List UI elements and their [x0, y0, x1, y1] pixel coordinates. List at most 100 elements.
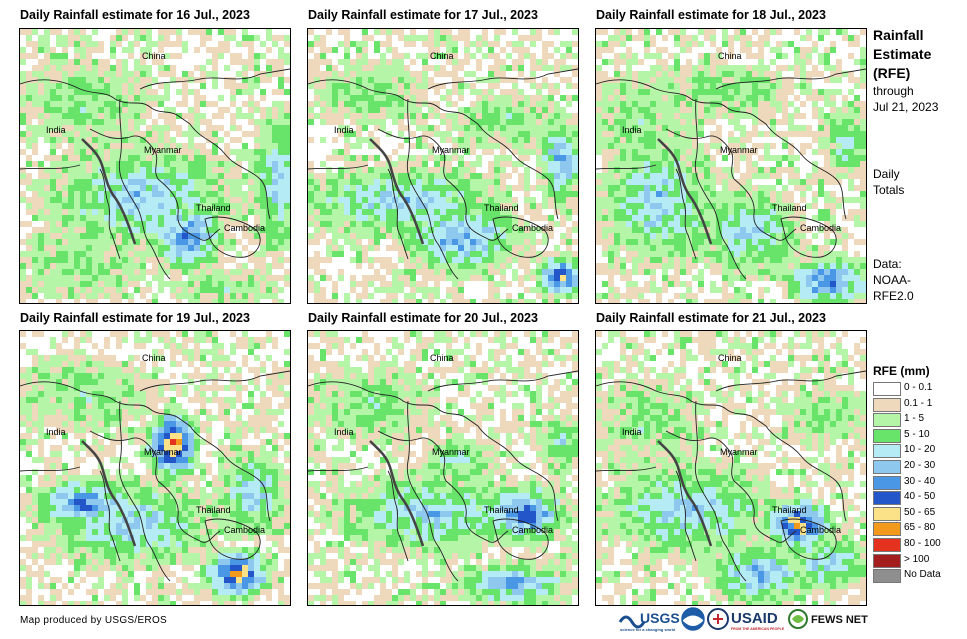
rfe-info: Rainfall Estimate (RFE) through Jul 21, …	[873, 26, 938, 115]
rainfall-map-21-jul: China India Myanmar Thailand Cambodia	[595, 330, 867, 606]
place-label-india: India	[622, 427, 642, 437]
place-label-china: China	[430, 51, 454, 61]
place-label-cambodia: Cambodia	[224, 525, 266, 535]
legend-swatch	[873, 444, 901, 459]
legend-swatch	[873, 569, 901, 584]
place-label-thailand: Thailand	[772, 203, 807, 213]
usaid-logo-text: USAID	[731, 610, 778, 627]
rainfall-map-19-jul: China India Myanmar Thailand Cambodia	[19, 330, 291, 606]
place-label-thailand: Thailand	[772, 505, 807, 515]
legend-label: 1 - 5	[904, 413, 925, 425]
fews-net-globe-icon: FEWS NET	[788, 609, 868, 629]
place-label-china: China	[142, 51, 166, 61]
legend-label: 20 - 30	[904, 459, 936, 471]
through-label: through	[873, 84, 914, 98]
place-label-cambodia: Cambodia	[512, 223, 554, 233]
rainfall-field	[20, 331, 290, 605]
rainfall-field	[20, 29, 290, 303]
daily-label: Daily	[873, 167, 900, 181]
panel-title-20-jul: Daily Rainfall estimate for 20 Jul., 202…	[308, 311, 538, 325]
legend-label: 5 - 10	[904, 428, 930, 440]
through-date: Jul 21, 2023	[873, 100, 939, 114]
rfe-title-line3: (RFE)	[873, 65, 911, 81]
usgs-logo-text: USGS	[640, 610, 680, 626]
legend-label: 10 - 20	[904, 444, 936, 456]
place-label-cambodia: Cambodia	[800, 525, 842, 535]
noaa-logo	[681, 606, 705, 632]
legend-swatch	[873, 413, 901, 428]
rfe-title-line1: Rainfall	[873, 27, 924, 43]
data-source-line1: NOAA-	[873, 273, 912, 287]
rfe-title-line2: Estimate	[873, 46, 932, 62]
rainfall-map-18-jul: China India Myanmar Thailand Cambodia	[595, 28, 867, 304]
data-source-info: Data: NOAA- RFE2.0	[873, 256, 914, 304]
legend-swatch	[873, 506, 901, 521]
place-label-china: China	[718, 51, 742, 61]
place-label-cambodia: Cambodia	[512, 525, 554, 535]
legend-title: RFE (mm)	[873, 364, 930, 378]
place-label-thailand: Thailand	[196, 505, 231, 515]
legend-label: 0.1 - 1	[904, 397, 933, 409]
legend-swatch	[873, 475, 901, 490]
rainfall-field	[308, 29, 578, 303]
rainfall-field	[308, 331, 578, 605]
legend-label: 0 - 0.1	[904, 382, 933, 393]
panel-title-16-jul: Daily Rainfall estimate for 16 Jul., 202…	[20, 8, 250, 22]
legend-swatch	[873, 522, 901, 537]
panel-title-17-jul: Daily Rainfall estimate for 17 Jul., 202…	[308, 8, 538, 22]
map-credit: Map produced by USGS/EROS	[20, 615, 168, 626]
legend-swatch	[873, 428, 901, 443]
legend-swatch	[873, 537, 901, 552]
rainfall-map-16-jul: China India Myanmar Thailand Cambodia	[19, 28, 291, 304]
place-label-myanmar: Myanmar	[432, 145, 470, 155]
fews-net-logo-text: FEWS NET	[811, 614, 868, 626]
logo-strip: USGS science for a changing world USAID …	[618, 606, 868, 632]
fews-net-logo: FEWS NET	[788, 606, 868, 632]
place-label-cambodia: Cambodia	[224, 223, 266, 233]
place-label-india: India	[334, 427, 354, 437]
place-label-myanmar: Myanmar	[144, 447, 182, 457]
rainfall-field	[596, 331, 866, 605]
place-label-myanmar: Myanmar	[144, 145, 182, 155]
place-label-myanmar: Myanmar	[432, 447, 470, 457]
place-label-china: China	[718, 353, 742, 363]
legend-label: 30 - 40	[904, 475, 936, 487]
legend-label: > 100	[904, 553, 930, 565]
place-label-cambodia: Cambodia	[800, 223, 842, 233]
rainfall-map-20-jul: China India Myanmar Thailand Cambodia	[307, 330, 579, 606]
panel-title-19-jul: Daily Rainfall estimate for 19 Jul., 202…	[20, 311, 250, 325]
legend-swatch	[873, 397, 901, 412]
usgs-wave-icon: USGS science for a changing world	[618, 610, 680, 632]
legend-swatch	[873, 382, 901, 396]
data-source-line2: RFE2.0	[873, 289, 914, 303]
legend-label: 65 - 80	[904, 522, 936, 534]
rainfall-map-17-jul: China India Myanmar Thailand Cambodia	[307, 28, 579, 304]
place-label-china: China	[430, 353, 454, 363]
data-label: Data:	[873, 257, 902, 271]
legend-swatch	[873, 553, 901, 568]
legend-swatch	[873, 491, 901, 506]
totals-label: Totals	[873, 183, 905, 197]
legend-label: 80 - 100	[904, 537, 941, 549]
place-label-thailand: Thailand	[484, 203, 519, 213]
totals-info: Daily Totals	[873, 166, 904, 198]
panel-title-18-jul: Daily Rainfall estimate for 18 Jul., 202…	[596, 8, 826, 22]
legend-label: No Data	[904, 569, 941, 581]
noaa-emblem-icon	[681, 607, 705, 631]
place-label-myanmar: Myanmar	[720, 447, 758, 457]
usaid-seal-icon: USAID FROM THE AMERICAN PEOPLE	[707, 608, 785, 631]
panel-title-21-jul: Daily Rainfall estimate for 21 Jul., 202…	[596, 311, 826, 325]
legend-swatch	[873, 459, 901, 474]
place-label-myanmar: Myanmar	[720, 145, 758, 155]
place-label-india: India	[622, 125, 642, 135]
place-label-india: India	[46, 125, 66, 135]
usaid-logo: USAID FROM THE AMERICAN PEOPLE	[707, 606, 787, 632]
legend-label: 50 - 65	[904, 506, 936, 518]
place-label-india: India	[334, 125, 354, 135]
place-label-thailand: Thailand	[196, 203, 231, 213]
usgs-logo: USGS science for a changing world	[618, 606, 680, 632]
place-label-thailand: Thailand	[484, 505, 519, 515]
legend-label: 40 - 50	[904, 491, 936, 503]
place-label-india: India	[46, 427, 66, 437]
place-label-china: China	[142, 353, 166, 363]
